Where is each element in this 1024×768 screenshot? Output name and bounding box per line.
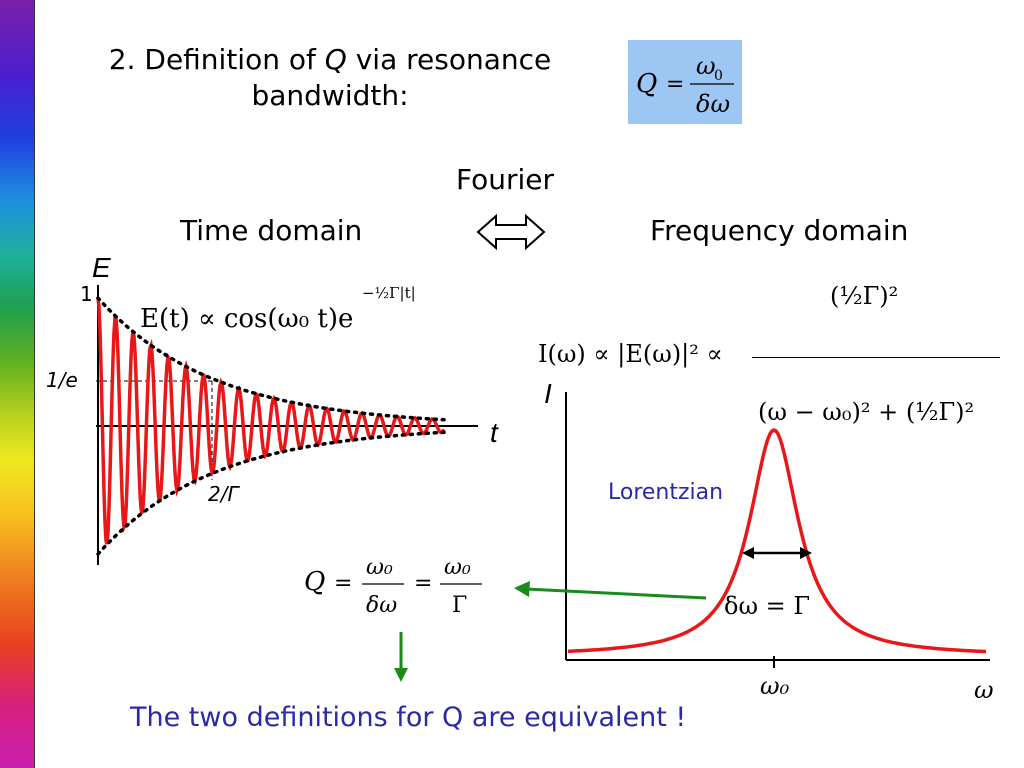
q-result-eq2: = — [414, 571, 432, 596]
q-def-lhs: Q — [636, 69, 657, 99]
q-result-formula: Q = ω₀ δω = ω₀ Γ — [304, 555, 482, 618]
time-domain-label: Time domain — [180, 214, 363, 247]
q-result-mid-num: ω₀ — [366, 555, 393, 580]
q-def-num-sub: 0 — [714, 68, 723, 84]
fourier-double-arrow-icon — [476, 213, 546, 251]
width-arrow-left-head — [742, 547, 754, 559]
q-definition-box: Q = ω 0 δω — [628, 40, 742, 124]
q-result-mid-den: δω — [366, 593, 397, 618]
q-definition-formula: Q = ω 0 δω — [636, 52, 734, 118]
time-formula: E(t) ∝ cos(ω₀ t)e — [140, 304, 354, 334]
width-arrow-right-head — [800, 547, 812, 559]
tick-one: 1 — [80, 282, 93, 306]
lower-envelope — [96, 430, 446, 556]
q-result-rhs-den: Γ — [452, 593, 467, 618]
time-axis-x-label: t — [490, 417, 498, 448]
title-q: Q — [324, 43, 347, 76]
green-arrow-left — [525, 587, 707, 600]
q-result-rhs-num: ω₀ — [444, 555, 471, 580]
fourier-label: Fourier — [456, 163, 555, 196]
freq-tick-omega0: ω₀ — [760, 672, 790, 700]
freq-axis-x-label: ω — [974, 676, 994, 704]
q-def-num: ω — [696, 52, 716, 80]
q-result-eq1: = — [334, 571, 352, 596]
intensity-formula-num: (½Γ)² — [830, 282, 899, 310]
title-line2: bandwidth: — [251, 79, 409, 112]
time-formula-exponent: −½Γ|t| — [362, 284, 416, 302]
rainbow-side-bar — [0, 0, 35, 768]
freq-axis-y-label: I — [544, 378, 552, 409]
conclusion-text: The two definitions for Q are equivalent… — [130, 702, 687, 733]
green-arrow-left-head — [514, 581, 530, 597]
intensity-formula-den: (ω − ω₀)² + (½Γ)² — [758, 398, 975, 426]
lorentzian-label: Lorentzian — [608, 480, 724, 505]
q-def-den: δω — [696, 90, 730, 118]
frequency-domain-label: Frequency domain — [650, 214, 909, 247]
tick-one-over-e: 1/e — [46, 368, 78, 392]
title-suffix: via resonance — [346, 43, 552, 76]
slide-title: 2. Definition of Q via resonance bandwid… — [60, 42, 600, 114]
q-result-lhs: Q — [304, 567, 325, 597]
title-prefix: 2. Definition of — [108, 43, 325, 76]
tick-two-over-gamma: 2/Γ — [208, 482, 239, 506]
width-label: δω = Γ — [724, 592, 811, 620]
damped-oscillation-curve — [96, 297, 446, 545]
time-axis-y-label: E — [92, 252, 111, 283]
green-arrow-down-head — [394, 668, 408, 682]
q-def-eq: = — [666, 72, 684, 97]
intensity-fraction-bar — [752, 357, 1000, 358]
intensity-formula-lhs: I(ω) ∝ |E(ω)|² ∝ — [538, 340, 723, 368]
